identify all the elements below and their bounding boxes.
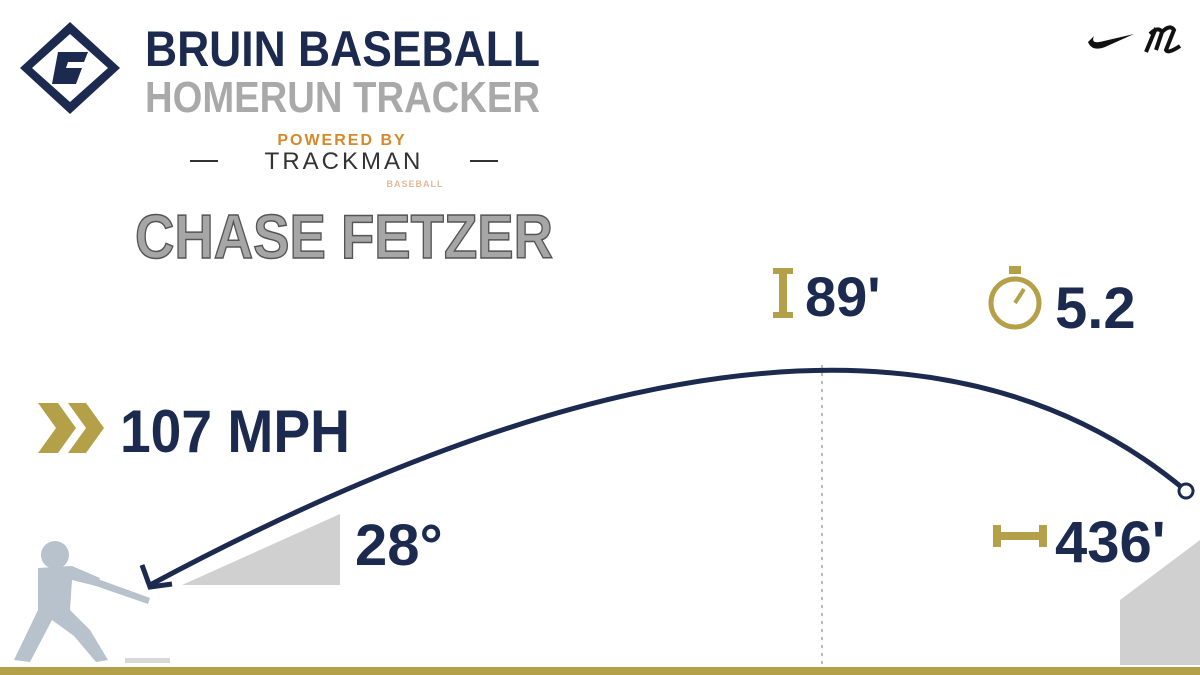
arrow-head [139,564,173,590]
wall [1120,540,1200,665]
powered-by: POWERED BY [277,132,406,149]
sponsor: TRACKMAN [265,148,424,175]
speed-icon [38,403,104,453]
title: BRUIN BASEBALL [145,21,540,77]
stopwatch-icon [988,266,1042,330]
exit-velocity: 107 MPH [120,398,350,465]
launch-angle-wedge [182,514,340,585]
sponsor-sub: BASEBALL [387,179,444,189]
launch-angle: 28° [355,513,443,578]
apex: 89' [805,265,881,328]
hang-time: 5.2 [1055,276,1136,341]
ball [1177,482,1195,500]
marucci-logo [1144,25,1182,54]
apex-icon [773,268,793,318]
team-logo [20,22,120,114]
batter [14,541,150,662]
subtitle: HOMERUN TRACKER [145,73,540,122]
distance: 436' [1055,510,1166,575]
distance-icon [993,525,1047,547]
nike-logo [1088,34,1134,49]
ground [0,667,1200,675]
player-name: CHASE FETZER [135,203,553,272]
home-plate [125,658,170,663]
trajectory [148,367,1187,588]
